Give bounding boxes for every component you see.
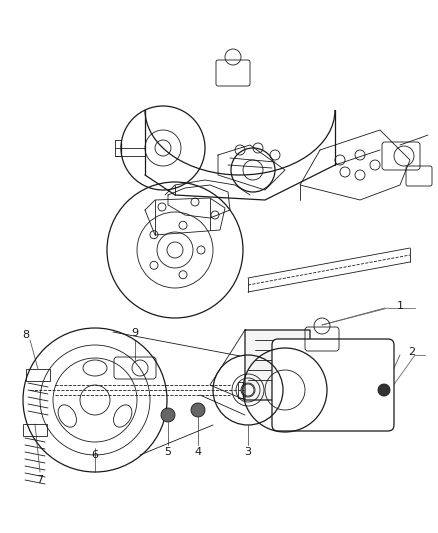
Text: 5: 5 [165, 447, 172, 457]
Text: 8: 8 [22, 330, 29, 340]
Text: 3: 3 [244, 447, 251, 457]
Text: 6: 6 [92, 450, 99, 460]
Polygon shape [245, 330, 310, 400]
Circle shape [378, 384, 390, 396]
Circle shape [161, 408, 175, 422]
Circle shape [191, 403, 205, 417]
Text: 2: 2 [408, 347, 415, 357]
Text: 7: 7 [36, 475, 43, 485]
Text: 1: 1 [397, 301, 404, 311]
FancyBboxPatch shape [272, 339, 394, 431]
Text: 9: 9 [131, 328, 138, 338]
Text: 4: 4 [194, 447, 201, 457]
